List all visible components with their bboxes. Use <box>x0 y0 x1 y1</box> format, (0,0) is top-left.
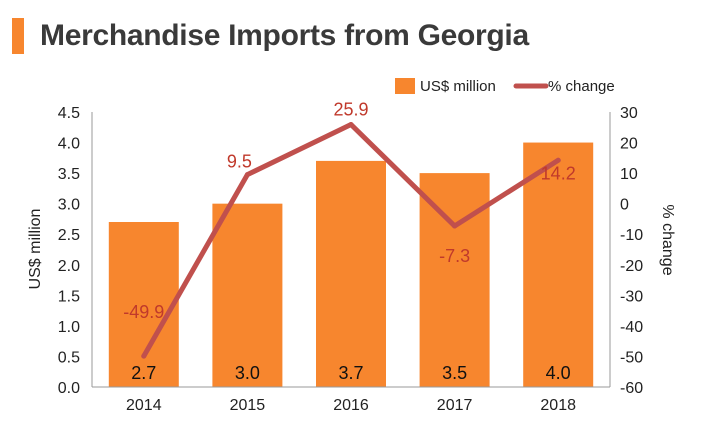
bar-value-label: 3.5 <box>442 363 467 383</box>
bars-group <box>108 142 594 387</box>
pct-value-label: 25.9 <box>333 100 368 120</box>
pct-point-2017 <box>452 223 458 229</box>
x-tick-label: 2017 <box>437 397 473 414</box>
y-tick-label: 0.0 <box>58 380 80 397</box>
bar-value-label: 4.0 <box>546 363 571 383</box>
x-tick-label: 2016 <box>333 397 369 414</box>
y2-tick-label: -20 <box>620 258 643 275</box>
y2-tick-label: -30 <box>620 288 643 305</box>
y-tick-label: 1.5 <box>58 288 80 305</box>
legend-bar-label: US$ million <box>420 78 496 95</box>
bar-2014 <box>108 222 179 387</box>
legend: US$ million % change <box>395 78 615 95</box>
pct-point-2016 <box>348 122 354 128</box>
page-title: Merchandise Imports from Georgia <box>40 19 529 52</box>
pct-value-label: -49.9 <box>123 302 164 322</box>
y-tick-label: 2.5 <box>58 227 80 244</box>
y-tick-label: 4.5 <box>58 105 80 122</box>
bar-value-label: 3.7 <box>338 363 363 383</box>
y2-tick-label: -40 <box>620 319 643 336</box>
legend-line-label: % change <box>548 78 615 95</box>
y2-tick-label: 30 <box>620 105 638 122</box>
legend-bar-swatch <box>395 78 415 94</box>
bar-2016 <box>316 160 386 387</box>
title-accent-bar <box>12 18 24 54</box>
y-tick-label: 4.0 <box>58 136 80 153</box>
axes-group: 0.0 0.5 1.0 1.5 2.0 2.5 3.0 3.5 4.0 4.5 -60 -50 -40 -… <box>58 105 643 414</box>
y2-tick-label: 20 <box>620 136 638 153</box>
x-tick-label: 2015 <box>230 397 266 414</box>
bar-2018 <box>523 142 594 387</box>
y-tick-label: 0.5 <box>58 349 80 366</box>
x-tick-label: 2018 <box>540 397 576 414</box>
x-tick-label: 2014 <box>126 397 162 414</box>
y2-tick-label: -60 <box>620 380 643 397</box>
pct-point-2014 <box>141 353 147 359</box>
y-tick-label: 3.5 <box>58 166 80 183</box>
y2-tick-label: 10 <box>620 166 638 183</box>
pct-point-2015 <box>244 172 250 178</box>
bar-value-label: 2.7 <box>131 363 156 383</box>
y2-tick-label: -10 <box>620 227 643 244</box>
y-tick-label: 3.0 <box>58 197 80 214</box>
y-tick-label: 1.0 <box>58 319 80 336</box>
y2-tick-label: 0 <box>620 197 629 214</box>
y-axis-label: US$ million <box>27 209 44 290</box>
pct-value-label: 14.2 <box>541 163 576 183</box>
bar-value-label: 3.0 <box>235 363 260 383</box>
bar-2015 <box>212 203 283 387</box>
pct-value-label: -7.3 <box>439 246 470 266</box>
pct-point-2018 <box>555 157 561 163</box>
line-series-group <box>141 122 561 359</box>
y-tick-label: 2.0 <box>58 258 80 275</box>
y2-tick-label: -50 <box>620 349 643 366</box>
pct-value-label: 9.5 <box>227 152 252 172</box>
y2-axis-label: % change <box>659 204 676 275</box>
data-labels-group: 2.7 3.0 3.7 3.5 4.0 -49.9 9.5 25.9 -7.3 14.2 <box>123 100 575 383</box>
